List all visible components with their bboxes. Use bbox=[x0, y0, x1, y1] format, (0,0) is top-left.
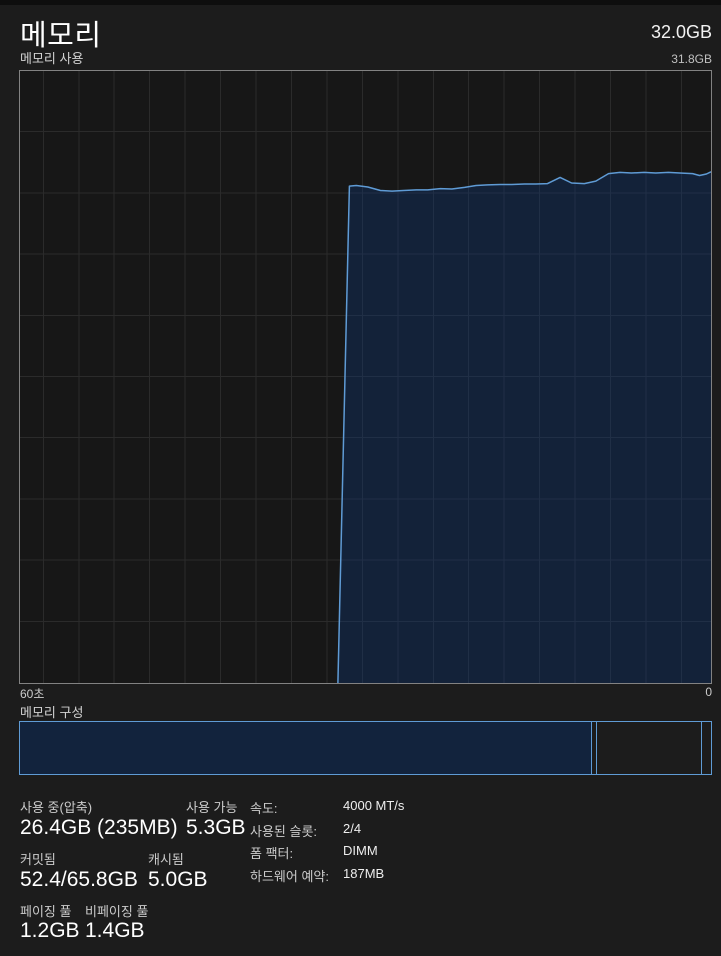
stat-cached-label: 캐시됨 bbox=[148, 852, 184, 867]
composition-segment-in-use[interactable] bbox=[20, 722, 593, 774]
chart-title: 메모리 사용 bbox=[20, 51, 84, 66]
detail-hw-reserved-label: 하드웨어 예약: bbox=[250, 869, 329, 884]
detail-speed-label: 속도: bbox=[250, 801, 278, 816]
composition-segment-free[interactable] bbox=[702, 722, 711, 774]
composition-segment-standby[interactable] bbox=[597, 722, 702, 774]
stat-nonpaged-pool-label: 비페이징 풀 bbox=[85, 904, 149, 919]
stat-committed-value: 52.4/65.8GB bbox=[20, 868, 138, 891]
stat-committed-label: 커밋됨 bbox=[20, 852, 56, 867]
total-memory-value: 32.0GB bbox=[650, 22, 712, 42]
composition-title: 메모리 구성 bbox=[20, 705, 84, 720]
detail-speed-value: 4000 MT/s bbox=[343, 798, 405, 813]
chart-max-value: 31.8GB bbox=[671, 52, 712, 66]
page-title: 메모리 bbox=[20, 20, 102, 52]
detail-form-factor-value: DIMM bbox=[343, 843, 378, 858]
detail-slots-label: 사용된 슬롯: bbox=[250, 824, 318, 839]
memory-composition-bar[interactable] bbox=[19, 721, 712, 775]
window-top-strip bbox=[0, 0, 721, 5]
composition-segment-modified[interactable] bbox=[592, 722, 597, 774]
stat-in-use-label: 사용 중(압축) bbox=[20, 800, 93, 815]
detail-hw-reserved-value: 187MB bbox=[343, 866, 385, 881]
stat-available-value: 5.3GB bbox=[186, 816, 246, 839]
x-axis-left-label: 60초 bbox=[20, 687, 45, 701]
stat-paged-pool-value: 1.2GB bbox=[20, 919, 80, 942]
stat-paged-pool-label: 페이징 풀 bbox=[20, 904, 72, 919]
memory-usage-line bbox=[337, 171, 711, 683]
x-axis-right-label: 0 bbox=[705, 685, 712, 699]
detail-slots-value: 2/4 bbox=[343, 821, 362, 836]
stat-nonpaged-pool-value: 1.4GB bbox=[85, 919, 145, 942]
stat-in-use-value: 26.4GB (235MB) bbox=[20, 816, 178, 839]
stat-available-label: 사용 가능 bbox=[186, 800, 238, 815]
memory-usage-chart[interactable] bbox=[19, 70, 712, 684]
memory-usage-area bbox=[337, 171, 711, 683]
memory-usage-chart-canvas[interactable] bbox=[20, 71, 711, 683]
detail-form-factor-label: 폼 팩터: bbox=[250, 846, 294, 861]
stat-cached-value: 5.0GB bbox=[148, 868, 208, 891]
